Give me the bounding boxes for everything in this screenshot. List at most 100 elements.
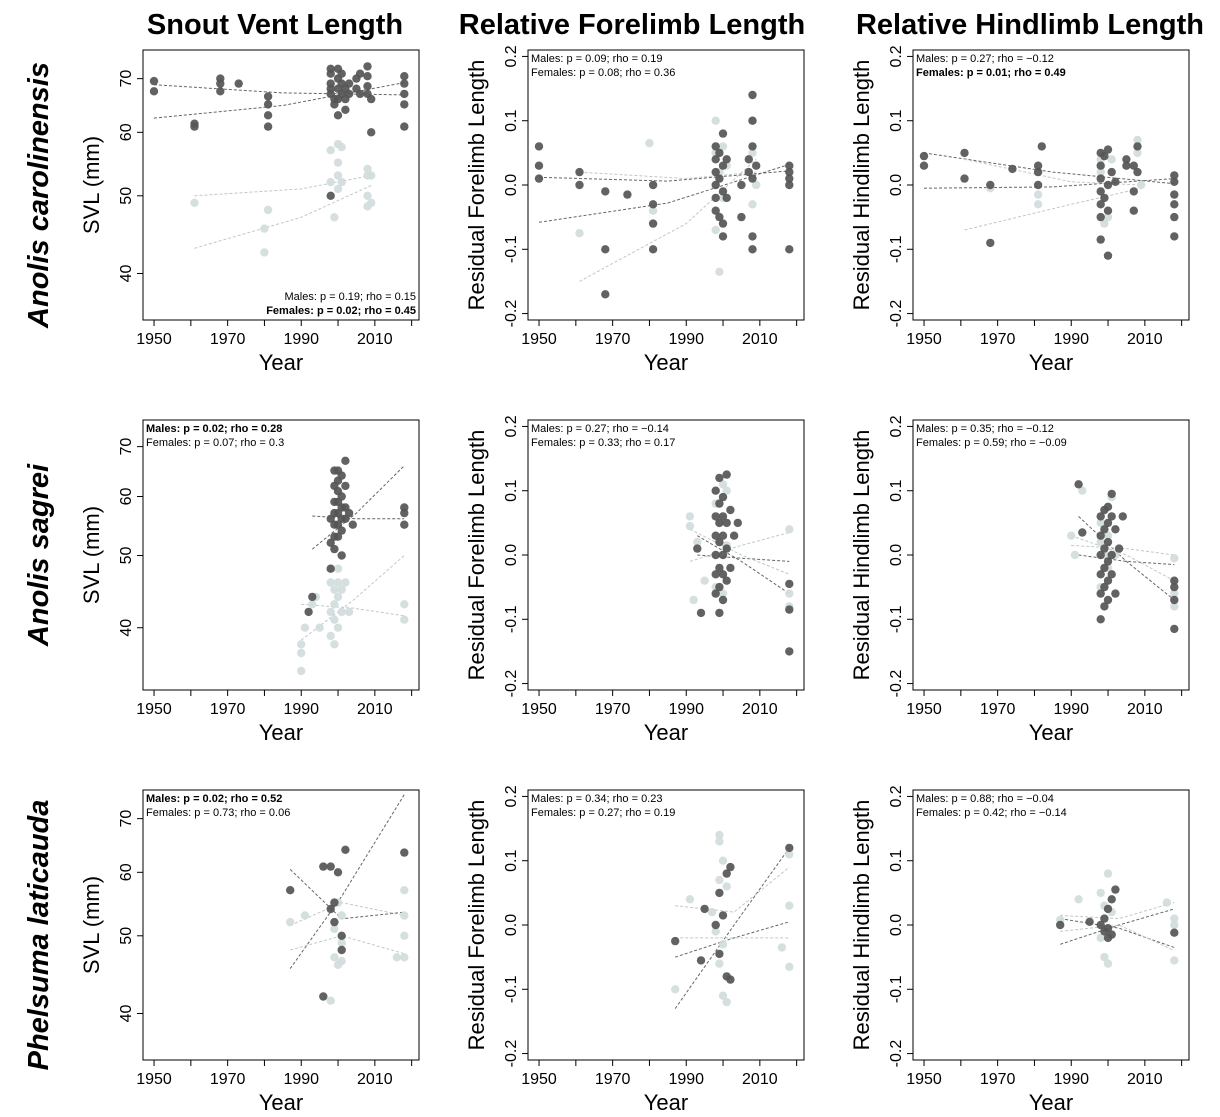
x-tick-label: 1950: [521, 331, 557, 348]
data-point: [1170, 177, 1179, 186]
data-point: [1103, 531, 1113, 540]
data-point: [326, 538, 335, 547]
data-point: [722, 869, 731, 878]
data-point: [1096, 167, 1105, 177]
data-point: [1100, 914, 1109, 923]
data-point: [1111, 885, 1120, 894]
data-point: [1129, 187, 1139, 196]
stats-annotation: Males: p = 0.35; rho = −0.12: [916, 423, 1054, 435]
data-point: [1170, 576, 1179, 585]
data-point: [685, 895, 695, 904]
data-point: [715, 875, 724, 885]
data-point: [344, 89, 354, 99]
data-point: [400, 911, 409, 920]
data-point: [363, 72, 372, 81]
data-point: [337, 931, 346, 940]
data-point: [400, 953, 409, 962]
data-point: [752, 161, 761, 170]
data-point: [1170, 928, 1179, 937]
data-point: [260, 248, 269, 257]
data-point: [785, 245, 794, 254]
data-point: [1103, 502, 1113, 511]
y-axis: 40 50 60 70 SVL (mm): [79, 438, 143, 637]
scatter-panel: 1950 1970 1990 2010 Year -0.2 -0.1 0.0 0.1 0.2 Res…: [849, 45, 1190, 375]
x-tick-label: 1990: [283, 1071, 319, 1088]
plot-frame: [142, 419, 420, 691]
data-point: [711, 225, 720, 235]
trend-line-male: [923, 178, 1175, 189]
data-point: [1096, 615, 1105, 624]
data-point: [1133, 135, 1142, 145]
data-point: [337, 911, 346, 920]
data-point: [715, 608, 724, 618]
data-point: [715, 537, 724, 547]
data-point: [1100, 563, 1109, 573]
y-tick-label: -0.2: [503, 670, 520, 698]
y-tick-label: 0.0: [888, 544, 905, 566]
trend-line-female: [1071, 544, 1175, 556]
data-point: [344, 508, 354, 518]
data-point: [190, 122, 199, 131]
x-axis: 1950 1970 1990 2010 Year: [906, 1060, 1183, 1115]
data-point: [718, 856, 728, 865]
data-point: [190, 198, 199, 207]
data-point: [722, 882, 731, 891]
trend-line-male: [153, 82, 405, 119]
y-axis: -0.2 -0.1 0.0 0.1 0.2 Residual Hindlimb Lengt…: [849, 785, 913, 1067]
data-point: [1100, 193, 1109, 203]
data-point: [648, 245, 658, 254]
data-point: [785, 161, 794, 170]
data-point: [1118, 512, 1128, 521]
data-point: [319, 862, 328, 871]
stats-annotation: Females: p = 0.01; rho = 0.49: [916, 67, 1066, 79]
y-tick-label: -0.1: [503, 605, 520, 633]
data-point: [400, 848, 409, 857]
data-point: [1096, 161, 1105, 170]
data-point: [1103, 145, 1113, 154]
scatter-panel: 1950 1970 1990 2010 Year -0.2 -0.1 0.0 0.1 0.2 Res…: [464, 45, 805, 375]
data-point: [149, 87, 159, 96]
y-axis-label: SVL (mm): [79, 136, 104, 234]
y-tick-label: -0.1: [888, 235, 905, 263]
data-point: [149, 76, 159, 86]
data-point: [1103, 206, 1113, 215]
y-axis-label: Residual Hindlimb Length: [849, 800, 874, 1051]
x-tick-label: 1970: [210, 331, 246, 348]
plot-frame: [527, 789, 805, 1061]
data-point: [1074, 480, 1083, 489]
data-point: [711, 550, 720, 560]
x-tick-label: 1990: [283, 701, 319, 718]
data-point: [1111, 525, 1120, 534]
data-point: [785, 962, 794, 971]
data-point: [1103, 537, 1113, 547]
data-point: [330, 213, 339, 222]
data-point: [726, 505, 735, 515]
data-point: [333, 623, 343, 632]
data-point: [286, 886, 295, 895]
data-point: [711, 116, 720, 125]
data-point: [715, 563, 724, 573]
data-point: [718, 589, 728, 598]
data-point: [400, 100, 409, 109]
stats-annotation: Males: p = 0.19; rho = 0.15: [285, 291, 416, 303]
data-point: [919, 151, 929, 161]
data-point: [785, 589, 794, 598]
data-point: [1096, 537, 1105, 547]
data-point: [785, 647, 794, 656]
y-tick-label: 40: [118, 265, 135, 283]
data-point: [1100, 525, 1109, 534]
data-point: [1100, 544, 1109, 553]
data-point: [785, 843, 794, 853]
data-point: [722, 518, 731, 528]
data-point: [722, 544, 731, 553]
data-point: [1100, 952, 1109, 962]
trend-line-male: [675, 921, 790, 958]
data-point: [748, 148, 757, 158]
data-point: [1103, 595, 1113, 605]
data-point: [341, 481, 350, 491]
data-point: [700, 904, 709, 914]
y-tick-label: 0.2: [888, 415, 905, 437]
y-tick-label: 50: [118, 547, 135, 565]
data-point: [341, 578, 350, 587]
column-title: Snout Vent Length: [147, 9, 403, 41]
